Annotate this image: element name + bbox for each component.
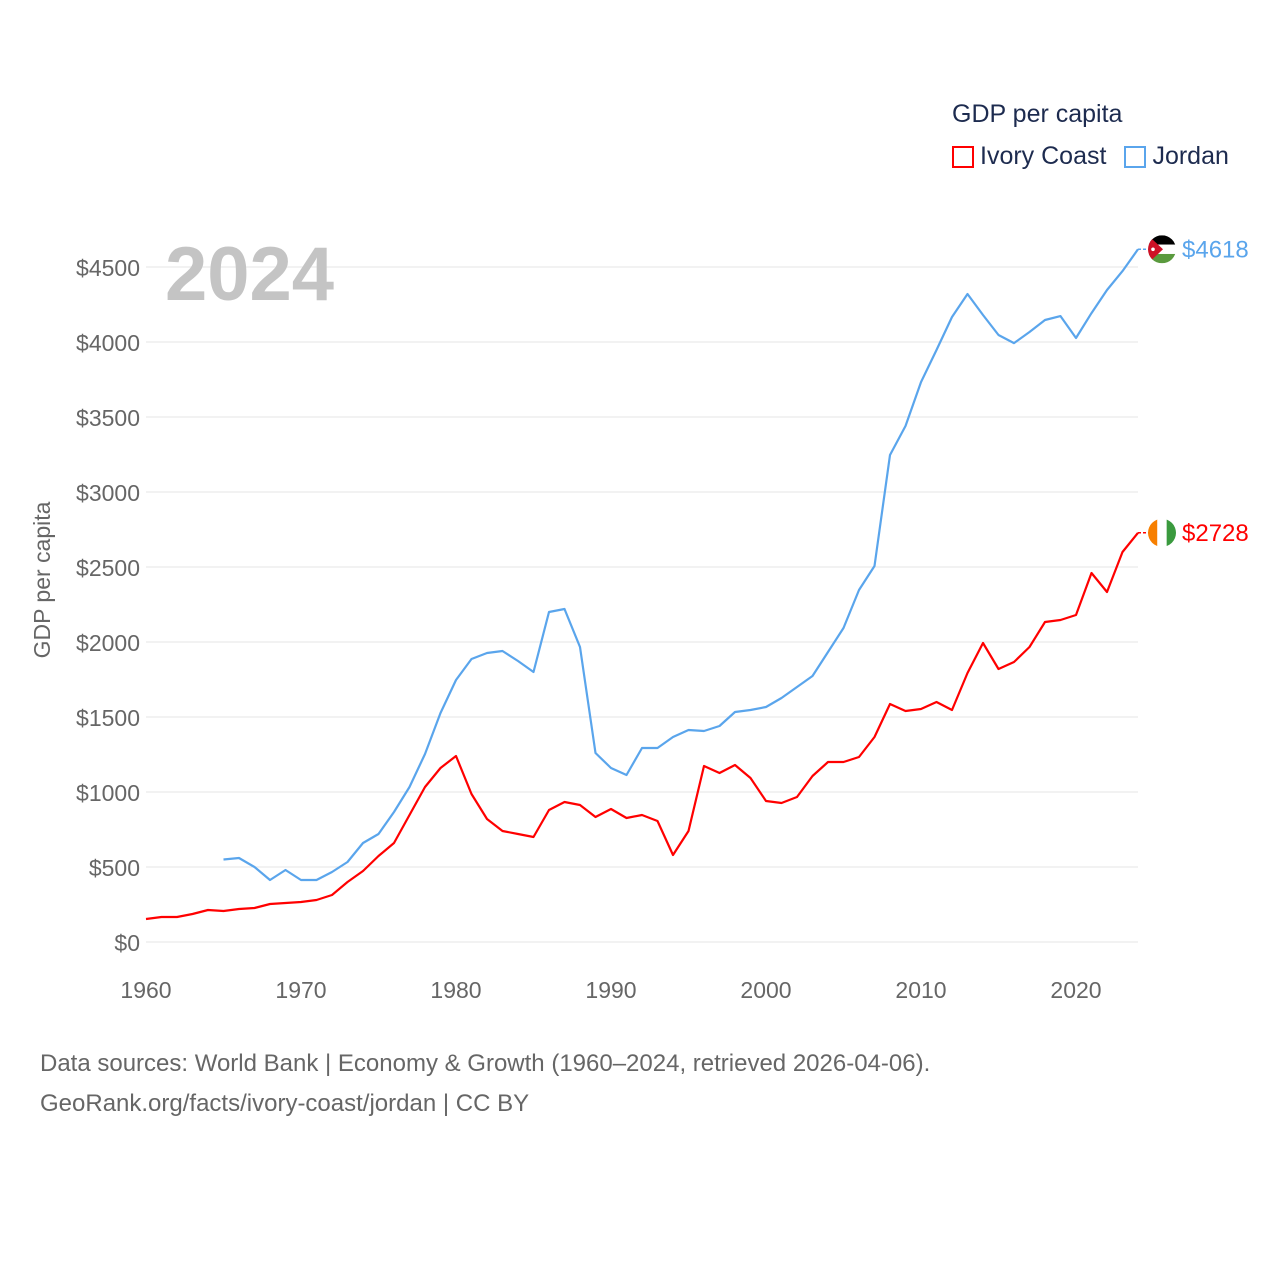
x-tick-label: 2010 xyxy=(895,977,946,1003)
end-value-label-jordan: $4618 xyxy=(1182,236,1249,263)
y-tick-label: $1500 xyxy=(76,705,140,731)
gridlines xyxy=(146,266,1138,943)
legend-label: Jordan xyxy=(1152,142,1229,170)
x-tick-label: 1960 xyxy=(120,977,171,1003)
source-url-text: GeoRank.org/facts/ivory-coast/jordan | C… xyxy=(40,1090,530,1117)
jordan-flag-icon xyxy=(1148,235,1176,264)
footer: Data sources: World Bank | Economy & Gro… xyxy=(40,1044,930,1124)
end-value-label-ivory-coast: $2728 xyxy=(1182,520,1249,547)
series-lines xyxy=(145,248,1139,921)
series-line-jordan xyxy=(223,248,1139,882)
x-tick-label: 2000 xyxy=(740,977,791,1003)
y-tick-label: $4500 xyxy=(76,255,140,281)
x-tick-label: 1970 xyxy=(275,977,326,1003)
y-axis-ticks: $0 $500 $1000 $1500 $2000 $2500 $3000 $3500 $400… xyxy=(76,255,140,956)
y-tick-label: $2000 xyxy=(76,630,140,656)
x-tick-label: 1990 xyxy=(585,977,636,1003)
y-tick-label: $3500 xyxy=(76,405,140,431)
data-sources-text: Data sources: World Bank | Economy & Gro… xyxy=(40,1050,931,1077)
y-tick-label: $4000 xyxy=(76,330,140,356)
ivory-coast-flag-icon xyxy=(1148,518,1176,547)
legend-swatch-jordan xyxy=(1124,145,1147,168)
y-tick-label: $2500 xyxy=(76,555,140,581)
legend-item-jordan[interactable]: Jordan xyxy=(1124,142,1229,171)
legend-swatch-ivory-coast xyxy=(952,145,974,168)
end-markers: $2728 $4618 xyxy=(1138,235,1249,547)
legend-title: GDP per capita xyxy=(952,100,1123,128)
y-axis-title: GDP per capita xyxy=(29,501,55,658)
legend-label: Ivory Coast xyxy=(980,142,1107,170)
legend: Ivory Coast Jordan xyxy=(952,142,1229,171)
legend-item-ivory-coast[interactable]: Ivory Coast xyxy=(952,142,1106,171)
year-watermark: 2024 xyxy=(165,232,334,317)
x-tick-label: 2020 xyxy=(1050,977,1101,1003)
y-tick-label: $3000 xyxy=(76,480,140,506)
x-axis-ticks: 1960 1970 1980 1990 2000 2010 2020 xyxy=(120,977,1101,1003)
series-line-ivory-coast xyxy=(145,532,1139,921)
y-tick-label: $0 xyxy=(114,930,140,956)
x-tick-label: 1980 xyxy=(430,977,481,1003)
y-tick-label: $500 xyxy=(89,855,140,881)
y-tick-label: $1000 xyxy=(76,780,140,806)
